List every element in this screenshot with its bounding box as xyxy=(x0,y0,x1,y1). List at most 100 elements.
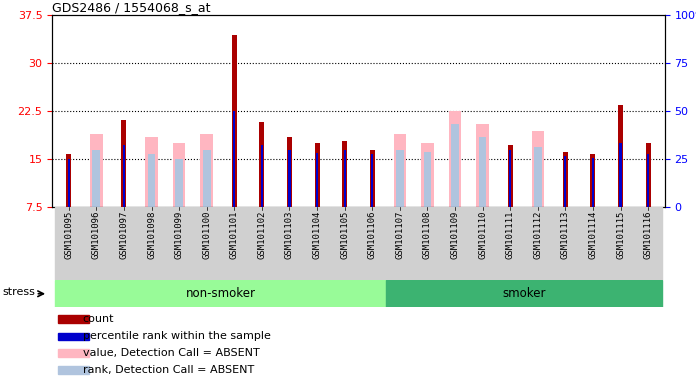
Bar xyxy=(276,207,303,280)
Bar xyxy=(564,156,567,207)
Text: GSM101112: GSM101112 xyxy=(533,211,542,259)
Text: GSM101096: GSM101096 xyxy=(92,211,101,259)
Text: GSM101095: GSM101095 xyxy=(64,211,73,259)
Bar xyxy=(110,207,138,280)
Bar xyxy=(619,143,622,207)
Bar xyxy=(233,111,235,207)
Text: GSM101103: GSM101103 xyxy=(285,211,294,259)
Bar xyxy=(66,154,71,207)
Text: GSM101097: GSM101097 xyxy=(120,211,129,259)
Bar xyxy=(634,207,662,280)
Bar xyxy=(288,150,290,207)
Bar xyxy=(592,158,594,207)
Bar xyxy=(344,150,346,207)
Text: GSM101102: GSM101102 xyxy=(258,211,267,259)
Bar xyxy=(303,207,331,280)
Text: GSM101116: GSM101116 xyxy=(644,211,653,259)
Text: GSM101101: GSM101101 xyxy=(230,211,239,259)
Bar xyxy=(551,207,579,280)
Bar xyxy=(496,207,524,280)
Bar xyxy=(315,143,319,207)
Text: count: count xyxy=(83,314,114,324)
Bar xyxy=(449,111,461,207)
Bar xyxy=(386,207,413,280)
Bar xyxy=(287,137,292,207)
Bar xyxy=(618,105,623,207)
Bar xyxy=(507,145,513,207)
Bar xyxy=(121,120,127,207)
Bar xyxy=(145,137,158,207)
Text: GSM101104: GSM101104 xyxy=(313,211,322,259)
Text: rank, Detection Call = ABSENT: rank, Detection Call = ABSENT xyxy=(83,365,254,375)
Bar xyxy=(55,207,83,280)
Text: GSM101105: GSM101105 xyxy=(340,211,349,259)
Bar xyxy=(58,366,89,374)
Bar xyxy=(173,143,185,207)
Bar xyxy=(193,207,221,280)
Bar xyxy=(646,143,651,207)
Text: GSM101107: GSM101107 xyxy=(395,211,404,259)
Text: GSM101113: GSM101113 xyxy=(561,211,570,259)
Bar xyxy=(386,280,662,307)
Bar xyxy=(479,137,487,207)
Text: percentile rank within the sample: percentile rank within the sample xyxy=(83,331,271,341)
Bar xyxy=(524,207,551,280)
Bar xyxy=(394,134,406,207)
Bar xyxy=(413,207,441,280)
Bar xyxy=(421,143,434,207)
Bar xyxy=(607,207,634,280)
Bar xyxy=(58,349,89,357)
Bar xyxy=(68,159,70,207)
Bar xyxy=(370,150,374,207)
Bar xyxy=(55,280,386,307)
Text: GSM101114: GSM101114 xyxy=(588,211,597,259)
Bar xyxy=(90,134,102,207)
Bar xyxy=(590,154,596,207)
Bar xyxy=(342,141,347,207)
Bar xyxy=(203,150,211,207)
Bar xyxy=(534,147,541,207)
Text: GSM101109: GSM101109 xyxy=(450,211,459,259)
Bar xyxy=(248,207,276,280)
Bar xyxy=(58,333,89,340)
Bar xyxy=(371,154,373,207)
Bar xyxy=(148,154,155,207)
Bar xyxy=(469,207,496,280)
Bar xyxy=(122,145,125,207)
Text: GSM101111: GSM101111 xyxy=(506,211,514,259)
Bar xyxy=(93,150,100,207)
Text: GSM101108: GSM101108 xyxy=(423,211,432,259)
Text: GSM101110: GSM101110 xyxy=(478,211,487,259)
Text: stress: stress xyxy=(3,287,35,298)
Bar xyxy=(476,124,489,207)
Text: smoker: smoker xyxy=(503,287,546,300)
Bar xyxy=(261,145,263,207)
Bar xyxy=(396,150,404,207)
Text: non-smoker: non-smoker xyxy=(186,287,255,300)
Bar xyxy=(316,153,318,207)
Bar xyxy=(509,150,512,207)
Bar xyxy=(200,134,213,207)
Bar xyxy=(358,207,386,280)
Bar xyxy=(563,152,568,207)
Text: GSM101106: GSM101106 xyxy=(367,211,377,259)
Text: GSM101115: GSM101115 xyxy=(616,211,625,259)
Bar xyxy=(532,131,544,207)
Text: value, Detection Call = ABSENT: value, Detection Call = ABSENT xyxy=(83,348,260,358)
Bar xyxy=(441,207,469,280)
Text: GSM101100: GSM101100 xyxy=(203,211,211,259)
Bar xyxy=(331,207,358,280)
Bar xyxy=(221,207,248,280)
Bar xyxy=(451,124,459,207)
Bar xyxy=(58,315,89,323)
Bar xyxy=(579,207,607,280)
Bar xyxy=(138,207,166,280)
Bar xyxy=(424,152,432,207)
Text: GSM101098: GSM101098 xyxy=(147,211,156,259)
Bar xyxy=(647,154,649,207)
Bar xyxy=(175,159,183,207)
Text: GSM101099: GSM101099 xyxy=(175,211,184,259)
Bar xyxy=(232,35,237,207)
Bar xyxy=(166,207,193,280)
Bar xyxy=(260,122,264,207)
